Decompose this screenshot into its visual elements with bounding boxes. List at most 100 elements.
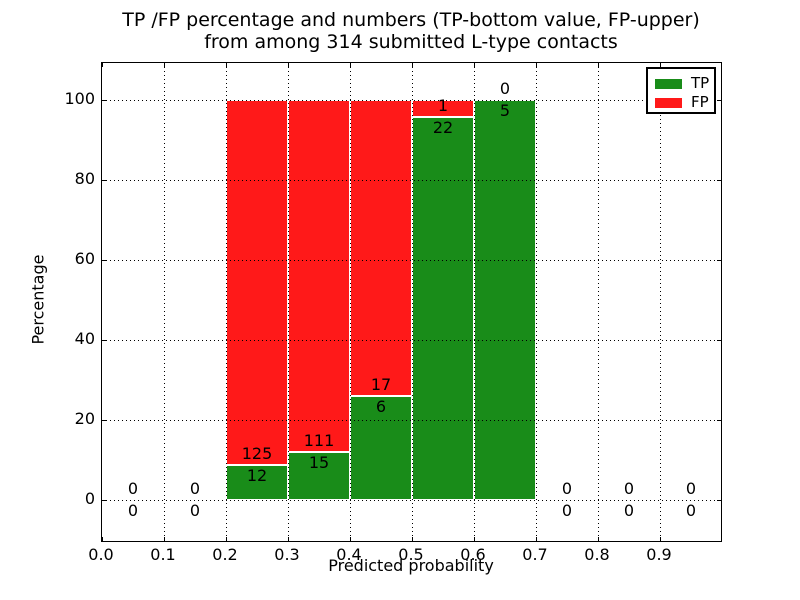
y-tick-mark-right [717,500,721,501]
y-tick-label: 80 [74,169,95,188]
y-gridline [102,180,721,181]
x-gridline [474,63,475,541]
fp-bar-segment [288,100,350,453]
x-gridline [412,63,413,541]
x-tick-label: 0.2 [212,545,238,564]
x-tick-mark-top [660,63,661,67]
x-tick-mark-top [226,63,227,67]
legend-label: FP [691,93,709,111]
fp-count-label: 0 [561,479,573,498]
y-tick-mark [102,260,106,261]
y-tick-mark-right [717,180,721,181]
fp-count-label: 0 [685,479,697,498]
x-gridline [350,63,351,541]
fp-count-label: 1 [437,96,449,116]
x-tick-mark-top [536,63,537,67]
y-tick-label: 60 [74,249,95,268]
x-tick-label: 0.0 [88,545,114,564]
x-gridline [226,63,227,541]
x-tick-mark-top [288,63,289,67]
x-tick-mark [164,537,165,541]
tp-count-label: 0 [189,501,201,520]
x-tick-mark [660,537,661,541]
tp-legend-swatch [655,78,682,89]
fp-count-label: 17 [370,374,392,394]
y-tick-mark [102,500,106,501]
x-gridline [288,63,289,541]
x-tick-mark [598,537,599,541]
tp-count-label: 0 [685,501,697,520]
x-axis-label: Predicted probability [328,556,494,575]
tp-count-label: 5 [499,101,511,120]
y-tick-label: 40 [74,329,95,348]
chart-title-line2: from among 314 submitted L-type contacts [204,31,618,53]
y-gridline [102,340,721,341]
x-tick-mark [226,537,227,541]
tp-bar-segment [412,117,474,500]
fp-bar-segment [226,100,288,465]
tp-count-label: 6 [375,396,387,416]
legend-entry-tp: TP [655,74,714,93]
chart-title: TP /FP percentage and numbers (TP-bottom… [101,9,721,53]
y-tick-mark-right [717,260,721,261]
x-tick-mark-top [350,63,351,67]
fp-count-label: 0 [623,479,635,498]
x-tick-mark-top [412,63,413,67]
chart-title-line1: TP /FP percentage and numbers (TP-bottom… [122,9,700,31]
x-tick-label: 0.9 [646,545,672,564]
fp-bar-segment [350,100,412,396]
x-tick-mark [536,537,537,541]
tp-bar-segment [350,395,412,500]
x-gridline [536,63,537,541]
y-tick-mark-right [717,420,721,421]
y-tick-label: 100 [64,89,95,108]
tp-bar-segment [474,100,536,500]
fp-legend-swatch [655,97,682,108]
x-tick-label: 0.4 [336,545,362,564]
y-tick-label: 20 [74,409,95,428]
y-tick-mark [102,340,106,341]
x-tick-mark [350,537,351,541]
x-tick-mark [412,537,413,541]
tp-count-label: 15 [308,453,330,473]
tp-count-label: 22 [432,118,454,138]
y-gridline [102,260,721,261]
y-tick-mark-right [717,100,721,101]
y-gridline [102,100,721,101]
x-gridline [164,63,165,541]
y-tick-label: 0 [84,489,95,508]
x-gridline [598,63,599,541]
x-tick-label: 0.1 [150,545,176,564]
fp-count-label: 0 [499,79,511,98]
legend: TP FP [646,67,716,114]
y-tick-mark [102,100,106,101]
y-tick-mark-right [717,340,721,341]
fp-count-label: 125 [241,443,273,463]
x-tick-label: 0.8 [584,545,610,564]
x-tick-label: 0.6 [460,545,486,564]
x-tick-mark [288,537,289,541]
tp-bar-segment [226,464,288,500]
x-tick-mark [474,537,475,541]
fp-count-label: 0 [189,479,201,498]
tp-count-label: 0 [561,501,573,520]
legend-label: TP [691,74,710,92]
tp-count-label: 12 [246,465,268,485]
x-tick-mark-top [598,63,599,67]
plot-area: 0 0 0 0 125 12 111 15 17 6 1 22 0 5 0 0 0 0 0 0 [101,62,722,542]
y-gridline [102,500,721,501]
y-tick-mark [102,420,106,421]
fp-count-label: 111 [303,431,335,451]
x-tick-label: 0.5 [398,545,424,564]
x-gridline [660,63,661,541]
x-tick-label: 0.7 [522,545,548,564]
x-tick-mark-top [474,63,475,67]
fp-count-label: 0 [127,479,139,498]
y-axis-label: Percentage [28,254,48,345]
x-tick-mark [102,537,103,541]
x-tick-mark-top [102,63,103,67]
legend-entry-fp: FP [655,93,714,112]
tp-count-label: 0 [127,501,139,520]
tp-count-label: 0 [623,501,635,520]
